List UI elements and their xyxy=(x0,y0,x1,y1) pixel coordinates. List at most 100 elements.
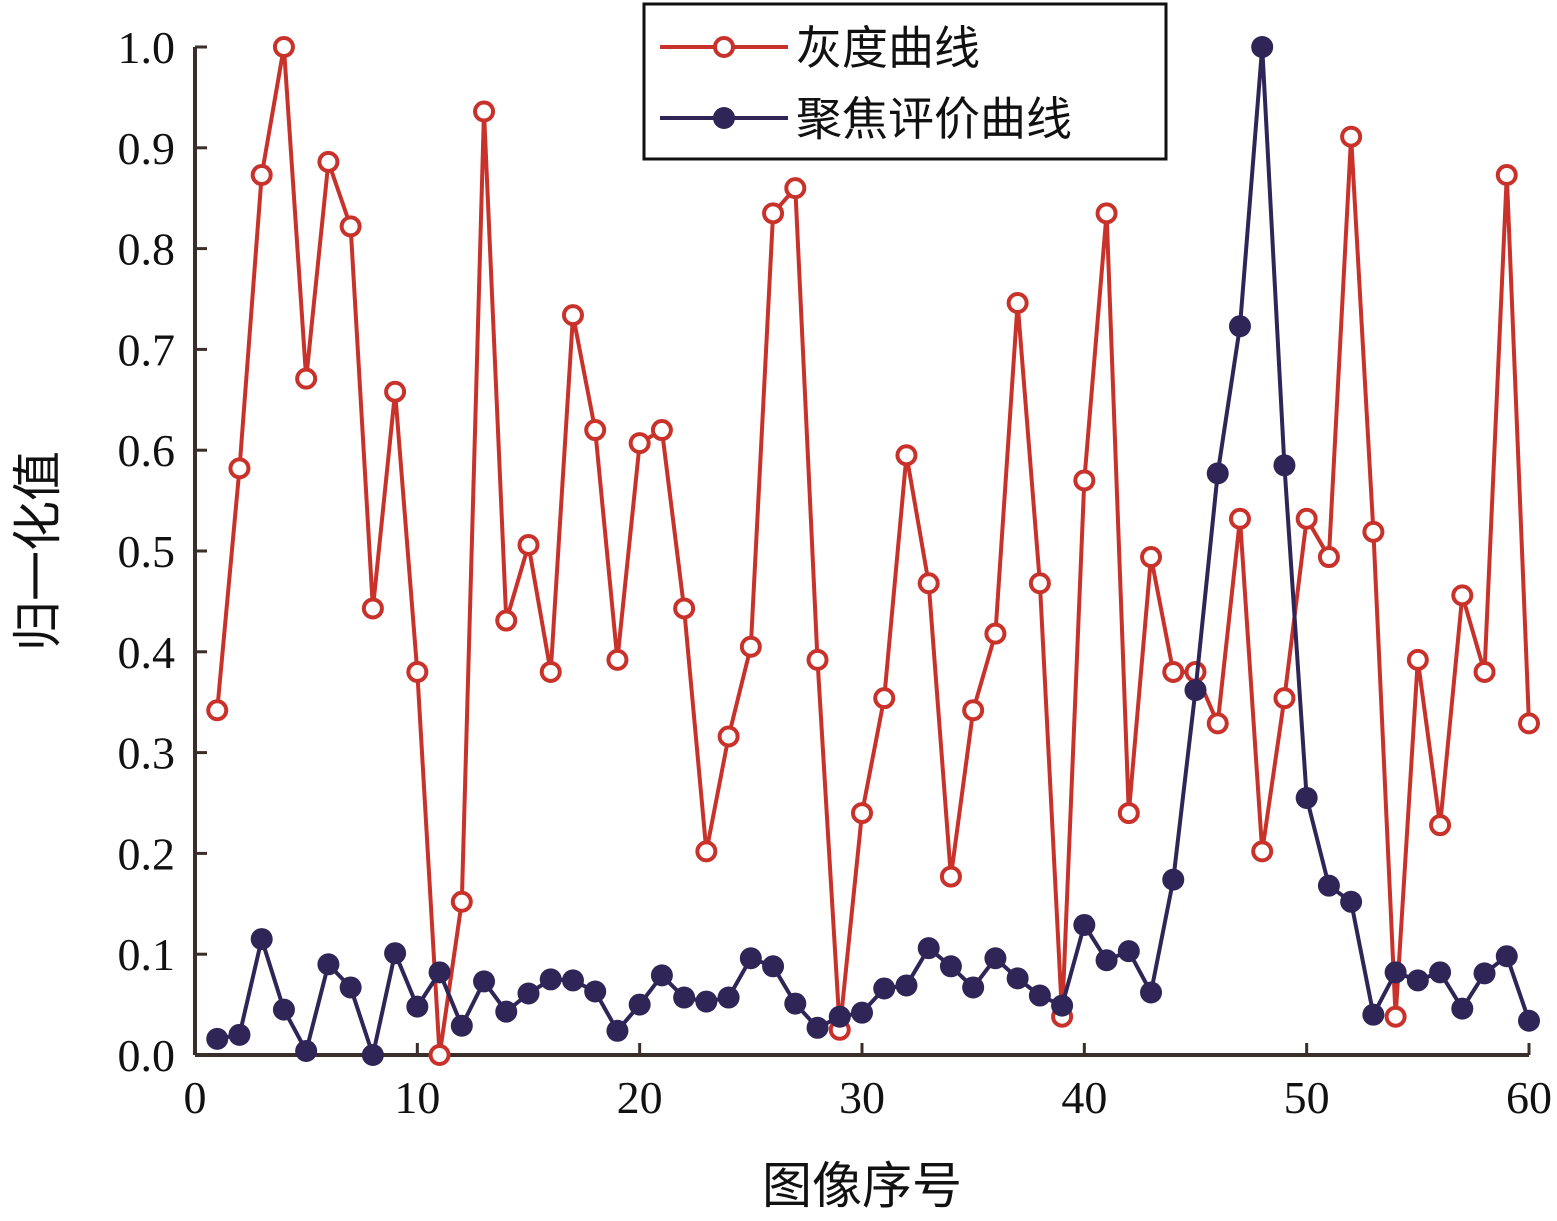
data-point xyxy=(1495,164,1518,187)
data-point xyxy=(917,572,940,595)
data-point xyxy=(428,961,451,984)
data-point xyxy=(695,840,718,863)
data-point xyxy=(1251,840,1274,863)
y-tick-label: 0.5 xyxy=(118,526,176,577)
data-point xyxy=(228,457,251,480)
data-point xyxy=(428,1044,451,1066)
data-point xyxy=(539,968,562,991)
data-point xyxy=(317,150,340,173)
data-point xyxy=(295,1039,318,1062)
data-point xyxy=(1251,36,1274,58)
data-point xyxy=(406,660,429,683)
y-tick-label: 0.1 xyxy=(118,929,176,980)
y-tick-label: 0.0 xyxy=(118,1030,176,1081)
data-point xyxy=(584,419,607,442)
data-point xyxy=(1473,660,1496,683)
x-axis-label: 图像序号 xyxy=(762,1157,962,1215)
legend-label-focus: 聚焦评价曲线 xyxy=(796,92,1072,146)
data-point xyxy=(851,1001,873,1024)
data-point xyxy=(295,367,318,390)
data-point xyxy=(517,982,540,1005)
x-tick-label: 20 xyxy=(617,1072,663,1123)
data-point xyxy=(1162,868,1185,891)
data-point xyxy=(873,687,896,710)
data-point xyxy=(628,432,651,455)
data-point xyxy=(361,597,384,620)
x-tick-label: 40 xyxy=(1061,1072,1107,1123)
data-point xyxy=(695,990,718,1013)
data-point xyxy=(1473,962,1496,985)
legend-entry-gray: 灰度曲线 xyxy=(660,21,980,75)
data-point xyxy=(1518,712,1540,735)
data-point xyxy=(873,977,896,1000)
x-tick-label: 50 xyxy=(1284,1072,1330,1123)
data-point xyxy=(650,419,673,442)
data-point xyxy=(1073,469,1096,492)
data-point xyxy=(272,998,295,1021)
data-point xyxy=(1340,125,1363,148)
y-ticks: 0.0 0.1 0.2 0.3 0.4 0.5 0.6 0.7 0.8 0.9 1.0 xyxy=(118,22,207,1081)
data-point xyxy=(1051,994,1074,1017)
data-point xyxy=(1295,507,1318,530)
data-point xyxy=(1117,940,1140,963)
data-point xyxy=(1518,1009,1540,1032)
data-point xyxy=(584,980,607,1003)
data-point xyxy=(628,993,651,1016)
data-point xyxy=(384,942,407,965)
data-point xyxy=(1451,584,1474,607)
data-point xyxy=(1095,202,1118,225)
data-point xyxy=(739,635,762,658)
series-layer xyxy=(206,36,1540,1066)
data-point xyxy=(606,1019,629,1042)
data-point xyxy=(1495,945,1518,968)
y-tick-label: 0.6 xyxy=(118,425,176,476)
data-point xyxy=(1140,546,1163,569)
data-point xyxy=(361,1044,384,1066)
data-point xyxy=(939,865,962,888)
data-point xyxy=(339,215,362,238)
data-point xyxy=(962,976,985,999)
data-point xyxy=(1451,997,1474,1020)
y-tick-label: 0.2 xyxy=(118,828,176,879)
data-point xyxy=(517,533,540,556)
y-axis-label: 归一化值 xyxy=(9,451,67,651)
data-point xyxy=(450,1014,473,1037)
data-point xyxy=(962,699,985,722)
data-point xyxy=(1117,802,1140,825)
data-point xyxy=(673,986,696,1009)
data-point xyxy=(1073,913,1096,936)
data-point xyxy=(828,1005,851,1028)
data-point xyxy=(206,699,229,722)
legend-label-gray: 灰度曲线 xyxy=(796,21,980,75)
x-ticks: 0 10 20 30 40 50 60 xyxy=(184,1043,1552,1123)
data-point xyxy=(1295,786,1318,809)
data-point xyxy=(495,609,518,632)
data-point xyxy=(784,992,807,1015)
y-tick-label: 0.8 xyxy=(118,224,176,275)
y-tick-label: 0.7 xyxy=(118,324,176,375)
data-point xyxy=(1273,454,1296,477)
data-point xyxy=(473,970,496,993)
data-point xyxy=(1384,961,1407,984)
y-tick-label: 0.4 xyxy=(118,627,176,678)
legend-box xyxy=(642,2,1168,161)
data-point xyxy=(1317,874,1340,897)
data-point xyxy=(984,622,1007,645)
data-point xyxy=(851,802,873,825)
data-point xyxy=(1095,949,1118,972)
x-tick-label: 10 xyxy=(394,1072,440,1123)
data-point xyxy=(250,928,273,951)
data-point xyxy=(450,890,473,913)
data-point xyxy=(384,380,407,403)
data-point xyxy=(1028,572,1051,595)
data-point xyxy=(895,444,918,467)
x-tick-label: 30 xyxy=(839,1072,885,1123)
data-point xyxy=(806,1016,829,1039)
data-point xyxy=(895,974,918,997)
data-point xyxy=(272,36,295,58)
data-point xyxy=(473,100,496,123)
y-tick-label: 0.9 xyxy=(118,123,176,174)
data-point xyxy=(806,648,829,671)
data-point xyxy=(739,947,762,970)
